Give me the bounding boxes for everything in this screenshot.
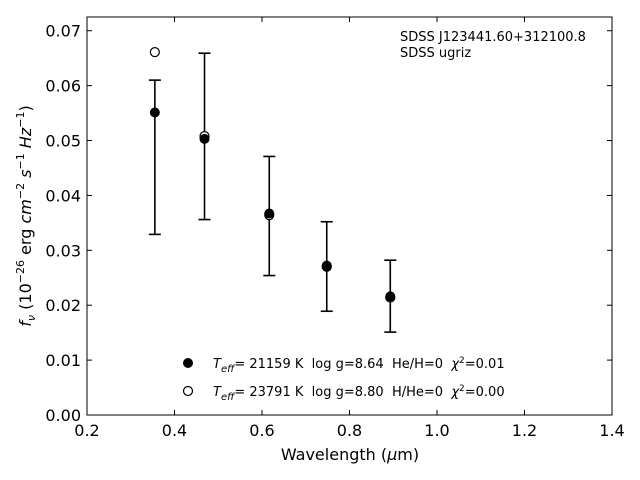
model-point-filled — [199, 133, 210, 144]
model-point-filled — [321, 260, 332, 271]
y-tick-label: 0.02 — [45, 296, 81, 315]
x-tick-label: 0.2 — [74, 421, 99, 440]
model-point-open — [149, 47, 160, 58]
legend-entry-1: Teff= 21159 K log g=8.64 He/H=0 χ2=0.01 — [213, 356, 505, 375]
annotation-object-name: SDSS J123441.60+312100.8 — [400, 30, 586, 45]
x-tick-label: 1.2 — [512, 421, 537, 440]
y-tick-label: 0.05 — [45, 132, 81, 151]
annotation-filter-set: SDSS ugriz — [400, 46, 471, 61]
axis-ticks: 0.2 0.4 0.6 0.8 1.0 1.2 1.4 0.00 0.01 0.02 0.03 0.0… — [45, 17, 625, 440]
error-bars — [148, 52, 397, 333]
y-tick-label: 0.01 — [45, 351, 81, 370]
y-tick-label: 0.00 — [45, 406, 81, 425]
model-point-filled — [149, 107, 160, 118]
x-tick-label: 1.0 — [424, 421, 449, 440]
legend-entry-1-teff: = — [234, 357, 249, 372]
y-tick-label: 0.06 — [45, 77, 81, 96]
y-axis-label: fν (10−26 erg cm−2 s−1 Hz−1) — [14, 105, 38, 326]
legend: Teff= 21159 K log g=8.64 He/H=0 χ2=0.01 … — [182, 356, 505, 403]
legend-marker-open — [182, 385, 194, 397]
x-axis-label: Wavelength (μm) — [281, 445, 419, 464]
model-point-filled — [264, 208, 275, 219]
data-points — [149, 47, 396, 303]
x-tick-label: 1.4 — [599, 421, 624, 440]
legend-marker-filled — [183, 358, 193, 368]
plot-frame — [86, 16, 613, 416]
y-tick-label: 0.07 — [45, 22, 81, 41]
x-tick-label: 0.4 — [162, 421, 187, 440]
y-tick-label: 0.04 — [45, 186, 81, 205]
legend-entry-2: Teff= 23791 K log g=8.80 H/He=0 χ2=0.00 — [213, 384, 505, 403]
model-point-filled — [385, 291, 396, 302]
y-tick-label: 0.03 — [45, 241, 81, 260]
x-tick-label: 0.6 — [249, 421, 274, 440]
x-tick-label: 0.8 — [337, 421, 362, 440]
